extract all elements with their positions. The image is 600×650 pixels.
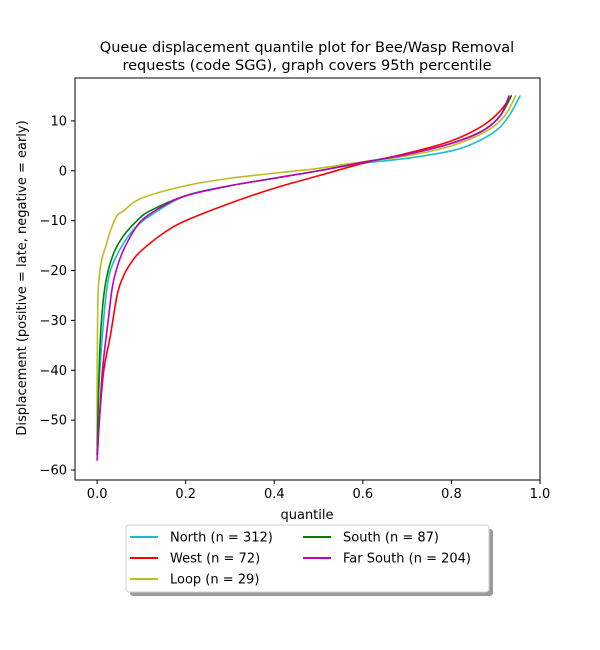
y-axis-label: Displacement (positive = late, negative … (15, 120, 30, 435)
series-line (96, 95, 517, 446)
x-tick-label: 1.0 (530, 487, 551, 502)
x-tick-label: 0.6 (353, 487, 374, 502)
y-tick-label: −20 (40, 264, 67, 279)
legend: North (n = 312) South (n = 87) West (n = 7… (125, 524, 493, 596)
legend-label: Far South (n = 204) (343, 552, 471, 567)
plot-area (74, 77, 541, 481)
y-tick-label: 10 (50, 114, 67, 129)
x-tick-label: 0.4 (264, 487, 285, 502)
legend-label: North (n = 312) (170, 531, 273, 546)
legend-label: Loop (n = 29) (170, 573, 259, 588)
legend-entries: North (n = 312) South (n = 87) West (n = 7… (130, 531, 471, 588)
series-lines (96, 95, 521, 461)
x-tick-label: 0.0 (87, 487, 108, 502)
chart-title-line-2: requests (code SGG), graph covers 95th p… (122, 58, 491, 74)
y-tick-label: 0 (59, 164, 67, 179)
plot-frame (74, 77, 541, 481)
legend-label: South (n = 87) (343, 531, 439, 546)
y-tick-label: −60 (40, 464, 67, 479)
chart-title-line-1: Queue displacement quantile plot for Bee… (100, 40, 514, 56)
x-axis-ticks: 0.0 0.2 0.4 0.6 0.8 1.0 (87, 480, 551, 502)
legend-label: West (n = 72) (170, 552, 260, 567)
series-line (96, 95, 510, 461)
x-tick-label: 0.2 (175, 487, 196, 502)
y-tick-label: −40 (40, 364, 67, 379)
x-tick-label: 0.8 (441, 487, 462, 502)
y-axis-ticks: −60 −50 −40 −30 −20 −10 0 10 (40, 114, 75, 479)
y-tick-label: −50 (40, 414, 67, 429)
y-tick-label: −10 (40, 214, 67, 229)
x-axis-label: quantile (280, 508, 333, 523)
y-tick-label: −30 (40, 314, 67, 329)
series-line (96, 95, 513, 456)
